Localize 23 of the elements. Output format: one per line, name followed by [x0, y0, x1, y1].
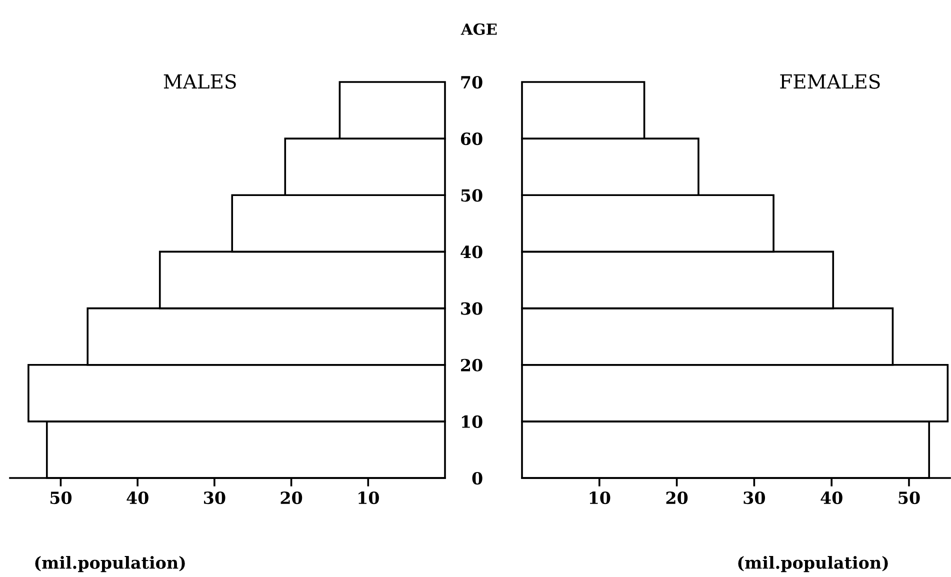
x-tick-label: 10 [358, 491, 379, 504]
x-tick-label: 30 [204, 491, 226, 504]
y-tick-label: 10 [462, 415, 482, 428]
x-tick-label: 50 [50, 491, 72, 504]
y-tick-label: 30 [461, 302, 482, 315]
chart-title: MALES [164, 74, 236, 89]
y-tick-label: 20 [461, 358, 482, 372]
y-tick-label: 0 [472, 472, 482, 485]
x-tick-label: 40 [126, 491, 148, 504]
x-tick-label: 50 [898, 491, 920, 504]
y-tick-label: 70 [461, 76, 482, 89]
y-tick-label: 40 [460, 246, 482, 258]
x-tick-label: 20 [280, 491, 302, 504]
x-axis-title: (mil.population) [35, 556, 185, 572]
y-tick-label: 60 [460, 132, 482, 146]
x-tick-label: 20 [666, 491, 688, 504]
x-tick-label: 30 [744, 491, 766, 504]
x-tick-label: 40 [820, 491, 842, 504]
x-axis-title: (mil.population) [738, 556, 888, 572]
x-tick-label: 10 [590, 491, 610, 504]
y-tick-label: 50 [461, 189, 482, 202]
y-axis-title: AGE [460, 23, 497, 35]
chart-title: FEMALES [780, 74, 880, 89]
